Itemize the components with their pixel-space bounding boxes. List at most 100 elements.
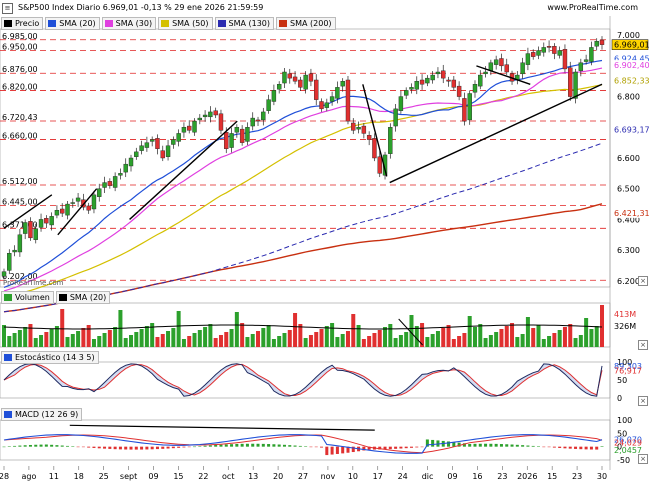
candle bbox=[419, 79, 425, 85]
level-label: 6.950,00 bbox=[2, 43, 38, 52]
legend-item-volume-sma[interactable]: SMA (20) bbox=[55, 291, 111, 304]
menu-icon[interactable]: ≡ bbox=[2, 3, 13, 14]
macd-hist-bar bbox=[87, 446, 91, 448]
candle bbox=[520, 62, 525, 75]
volume-bar bbox=[250, 334, 255, 347]
volume-bar bbox=[335, 337, 340, 347]
value-tag bbox=[612, 207, 648, 218]
volume-bar bbox=[261, 328, 266, 347]
legend-item-price[interactable]: Precio bbox=[1, 17, 44, 30]
macd-hist-bar bbox=[214, 445, 218, 447]
candle bbox=[149, 139, 155, 142]
x-axis-label: 17 bbox=[373, 472, 383, 481]
value-tag-label: 6.902,40 bbox=[614, 61, 650, 70]
candle bbox=[229, 133, 234, 148]
x-axis-label: 18 bbox=[74, 472, 84, 481]
volume-bar bbox=[541, 339, 546, 347]
x-axis-label: 10 bbox=[348, 472, 358, 481]
candle bbox=[54, 210, 60, 216]
volume-bar bbox=[218, 335, 223, 347]
header-icon[interactable]: ≡ bbox=[2, 3, 15, 14]
x-axis-label: sept bbox=[120, 472, 137, 481]
candle bbox=[546, 46, 552, 48]
stochastic-tick-label: 100 bbox=[617, 358, 632, 367]
legend-item-macd[interactable]: MACD (12 26 9) bbox=[1, 408, 83, 421]
candle bbox=[568, 67, 573, 97]
legend-item-sma50[interactable]: SMA (50) bbox=[158, 17, 213, 30]
candle bbox=[165, 145, 171, 157]
price-tick-label: 7.000 bbox=[617, 31, 640, 40]
macd-hist-bar bbox=[399, 446, 403, 449]
candle bbox=[372, 138, 377, 159]
candle bbox=[562, 49, 568, 70]
macd-hist-bar bbox=[404, 446, 408, 449]
trendline bbox=[389, 83, 603, 184]
legend-item-stochastic[interactable]: Estocástico (14 3 5) bbox=[1, 351, 99, 364]
candle bbox=[22, 222, 28, 234]
macd-hist-bar bbox=[309, 446, 313, 448]
value-tag-label: 6.924,45 bbox=[614, 54, 650, 63]
volume-bar bbox=[303, 338, 308, 347]
macd-hist-bar bbox=[367, 446, 371, 450]
candle bbox=[557, 50, 562, 56]
macd-hist-bar bbox=[39, 444, 43, 447]
volume-bar bbox=[351, 314, 356, 347]
volume-bar bbox=[531, 328, 536, 347]
macd-close-icon[interactable]: × bbox=[638, 454, 648, 464]
volume-bar bbox=[457, 336, 462, 347]
x-axis-label: 22 bbox=[198, 472, 208, 481]
volume-bar bbox=[192, 333, 197, 347]
candle bbox=[308, 73, 314, 82]
candle bbox=[118, 173, 123, 176]
volume-bar bbox=[441, 328, 446, 347]
x-axis-label: 09 bbox=[447, 472, 457, 481]
volume-bar bbox=[510, 323, 515, 347]
volume-bar bbox=[462, 333, 467, 347]
volume-bar bbox=[504, 326, 509, 347]
macd-hist-bar bbox=[314, 446, 318, 448]
candle bbox=[255, 119, 261, 122]
macd-legend: MACD (12 26 9) bbox=[1, 408, 84, 421]
trendline bbox=[3, 194, 53, 229]
macd-hist-bar bbox=[388, 446, 392, 450]
legend-item-volume[interactable]: Volumen bbox=[1, 291, 54, 304]
sma-line bbox=[3, 142, 603, 313]
legend-item-sma30[interactable]: SMA (30) bbox=[101, 17, 157, 30]
macd-hist-bar bbox=[484, 443, 488, 447]
candle bbox=[17, 234, 23, 253]
macd-hist-bar bbox=[272, 444, 276, 447]
volume-bar bbox=[451, 339, 456, 347]
candle bbox=[65, 203, 70, 216]
macd-hist-bar bbox=[44, 444, 48, 447]
legend-item-sma20[interactable]: SMA (20) bbox=[45, 17, 100, 30]
macd-hist-bar bbox=[462, 443, 466, 447]
legend-item-sma200[interactable]: SMA (200) bbox=[276, 17, 336, 30]
macd-hist-bar bbox=[547, 446, 551, 448]
candle bbox=[44, 217, 49, 224]
volume-bar bbox=[166, 331, 171, 347]
stochastic-close-icon[interactable]: × bbox=[638, 396, 648, 406]
volume-bar bbox=[446, 325, 451, 347]
volume-close-icon[interactable]: × bbox=[638, 340, 648, 350]
candle bbox=[7, 253, 12, 271]
macd-hist-bar bbox=[193, 446, 197, 448]
macd-hist-bar bbox=[50, 444, 54, 447]
macd-hist-bar bbox=[346, 446, 350, 453]
legend-item-sma130[interactable]: SMA (130) bbox=[214, 17, 275, 30]
volume-bar bbox=[404, 332, 409, 347]
macd-hist-bar bbox=[452, 442, 456, 447]
swatch-price bbox=[4, 20, 12, 27]
panel-close-icon[interactable]: × bbox=[638, 276, 648, 286]
site-url[interactable]: www.ProRealTime.com bbox=[547, 3, 638, 12]
stochastic-value-label: 89,303 bbox=[614, 362, 642, 371]
candle bbox=[340, 81, 345, 87]
macd-hist-bar bbox=[558, 446, 562, 448]
macd-hist-bar bbox=[187, 446, 191, 448]
volume-bar bbox=[600, 305, 604, 347]
volume-bar bbox=[234, 312, 239, 347]
macd-hist-bar bbox=[140, 446, 144, 450]
macd-hist-bar bbox=[235, 443, 239, 447]
macd-value-label: 26,070 bbox=[614, 436, 642, 445]
stochastic-area bbox=[4, 363, 602, 397]
